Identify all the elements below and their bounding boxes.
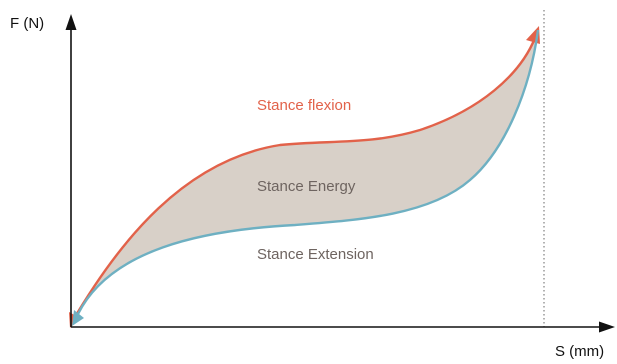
stance-energy-area xyxy=(72,30,538,322)
y-axis-arrowhead xyxy=(65,14,77,30)
x-axis-arrowhead xyxy=(599,321,615,333)
stance-flexion-label: Stance flexion xyxy=(257,97,351,114)
x-axis-label: S (mm) xyxy=(555,343,604,360)
y-axis-label: F (N) xyxy=(10,15,44,32)
stance-flexion-curve xyxy=(70,37,537,323)
stance-extension-label: Stance Extension xyxy=(257,246,374,263)
stance-extension-curve xyxy=(76,29,540,315)
stance-energy-label: Stance Energy xyxy=(257,178,356,195)
extension-arrowhead xyxy=(72,310,84,326)
